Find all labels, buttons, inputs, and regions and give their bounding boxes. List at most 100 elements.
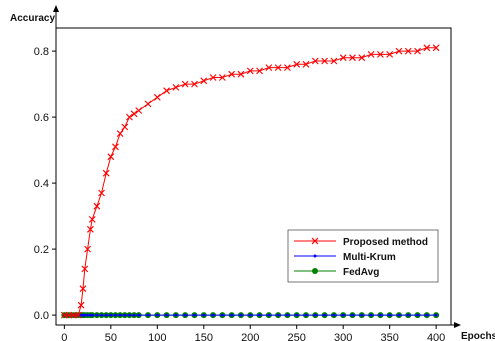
data-point-x-marker bbox=[358, 54, 366, 62]
data-point-x-marker bbox=[200, 77, 208, 85]
data-point-x-marker bbox=[302, 60, 310, 68]
data-point-x-marker bbox=[376, 51, 384, 58]
data-point-x-marker bbox=[98, 189, 105, 197]
x-tick-label: 400 bbox=[427, 332, 445, 341]
data-point-dot bbox=[425, 313, 429, 317]
legend-label-proposed: Proposed method bbox=[343, 237, 428, 248]
data-point-dot bbox=[267, 313, 271, 317]
legend-marker-fedavg bbox=[312, 268, 318, 274]
data-point-dot bbox=[341, 313, 345, 317]
data-point-dot bbox=[304, 313, 308, 317]
data-point-dot bbox=[104, 313, 108, 317]
data-point-dot bbox=[230, 313, 234, 317]
data-point-dot bbox=[128, 313, 131, 317]
data-point-x-marker bbox=[81, 265, 89, 273]
data-point-x-marker bbox=[339, 54, 347, 62]
data-point-dot bbox=[183, 313, 187, 317]
data-point-dot bbox=[193, 313, 196, 317]
data-point-x-marker bbox=[395, 47, 403, 55]
x-tick-label: 250 bbox=[288, 332, 306, 341]
data-point-x-marker bbox=[77, 301, 85, 309]
data-point-x-marker bbox=[274, 64, 282, 71]
data-point-dot bbox=[286, 313, 289, 317]
data-point-x-marker bbox=[74, 311, 82, 319]
data-point-x-marker bbox=[228, 70, 236, 78]
data-point-x-marker bbox=[246, 67, 254, 75]
data-point-x-marker bbox=[130, 110, 138, 118]
y-axis-arrow bbox=[53, 5, 59, 12]
data-point-x-marker bbox=[311, 57, 319, 65]
data-point-dot bbox=[397, 313, 401, 317]
series-layer bbox=[60, 44, 440, 319]
data-point-dot bbox=[137, 313, 141, 317]
data-point-dot bbox=[388, 313, 392, 317]
data-point-dot bbox=[332, 313, 336, 317]
data-point-x-marker bbox=[256, 67, 263, 75]
data-point-x-marker bbox=[163, 87, 170, 95]
data-point-x-marker bbox=[172, 84, 180, 91]
x-tick-label: 50 bbox=[105, 332, 117, 341]
data-point-dot bbox=[118, 313, 122, 317]
data-point-x-marker bbox=[93, 202, 101, 210]
data-point-x-marker bbox=[102, 169, 110, 177]
data-point-x-marker bbox=[126, 113, 133, 121]
y-tick-label: 0.6 bbox=[34, 112, 49, 124]
data-point-x-marker bbox=[218, 74, 226, 81]
data-point-x-marker bbox=[284, 64, 291, 71]
series-multi-krum bbox=[62, 313, 438, 317]
data-point-dot bbox=[211, 313, 215, 317]
x-axis-label: Epochs bbox=[461, 331, 495, 341]
data-point-dot bbox=[220, 313, 224, 317]
data-point-dot bbox=[351, 313, 354, 317]
data-point-dot bbox=[174, 313, 178, 317]
data-point-dot bbox=[323, 313, 326, 317]
data-point-dot bbox=[295, 313, 299, 317]
data-point-x-marker bbox=[404, 47, 412, 55]
legend-marker-multikrum bbox=[313, 254, 317, 258]
data-point-dot bbox=[360, 313, 364, 317]
data-point-x-marker bbox=[209, 74, 217, 81]
data-point-dot bbox=[202, 313, 206, 317]
data-point-dot bbox=[434, 313, 438, 317]
data-point-x-marker bbox=[88, 216, 96, 223]
y-tick-label: 0.8 bbox=[34, 46, 49, 58]
y-axis-label: Accuracy bbox=[10, 13, 55, 24]
data-point-x-marker bbox=[330, 57, 338, 65]
data-point-x-marker bbox=[107, 153, 115, 161]
data-point-x-marker bbox=[116, 130, 124, 137]
x-axis-arrow bbox=[454, 322, 461, 328]
data-point-dot bbox=[276, 313, 280, 317]
data-point-x-marker bbox=[135, 107, 143, 114]
data-point-dot bbox=[132, 313, 136, 317]
data-point-dot bbox=[369, 313, 373, 317]
data-point-dot bbox=[123, 313, 127, 317]
data-point-dot bbox=[114, 313, 117, 317]
data-point-dot bbox=[95, 313, 99, 317]
x-tick-label: 0 bbox=[61, 332, 67, 341]
series-proposed-method bbox=[60, 44, 440, 319]
x-tick-label: 300 bbox=[334, 332, 352, 341]
data-point-x-marker bbox=[349, 54, 356, 62]
legend: Proposed method Multi-Krum FedAvg bbox=[287, 229, 439, 283]
data-point-x-marker bbox=[432, 44, 440, 52]
x-tick-label: 100 bbox=[148, 332, 166, 341]
data-point-dot bbox=[239, 313, 243, 317]
x-tick-label: 350 bbox=[380, 332, 398, 341]
data-point-x-marker bbox=[84, 245, 91, 253]
data-point-dot bbox=[406, 313, 410, 317]
data-point-dot bbox=[83, 313, 87, 317]
data-point-dot bbox=[165, 313, 169, 317]
data-point-dot bbox=[313, 313, 317, 317]
data-point-dot bbox=[155, 313, 159, 317]
data-point-x-marker bbox=[191, 80, 198, 88]
data-point-x-marker bbox=[121, 123, 129, 131]
data-point-x-marker bbox=[321, 57, 328, 65]
tick-group: 0 50 100 150 200 250 300 350 400 0.0 0.2 0.4 0.6 0.8 bbox=[34, 46, 446, 341]
data-point-dot bbox=[378, 313, 382, 317]
legend-marker-proposed bbox=[311, 237, 319, 245]
legend-label-multikrum: Multi-Krum bbox=[343, 252, 396, 263]
data-point-dot bbox=[109, 313, 113, 317]
data-point-x-marker bbox=[386, 51, 394, 58]
data-point-dot bbox=[146, 313, 150, 317]
